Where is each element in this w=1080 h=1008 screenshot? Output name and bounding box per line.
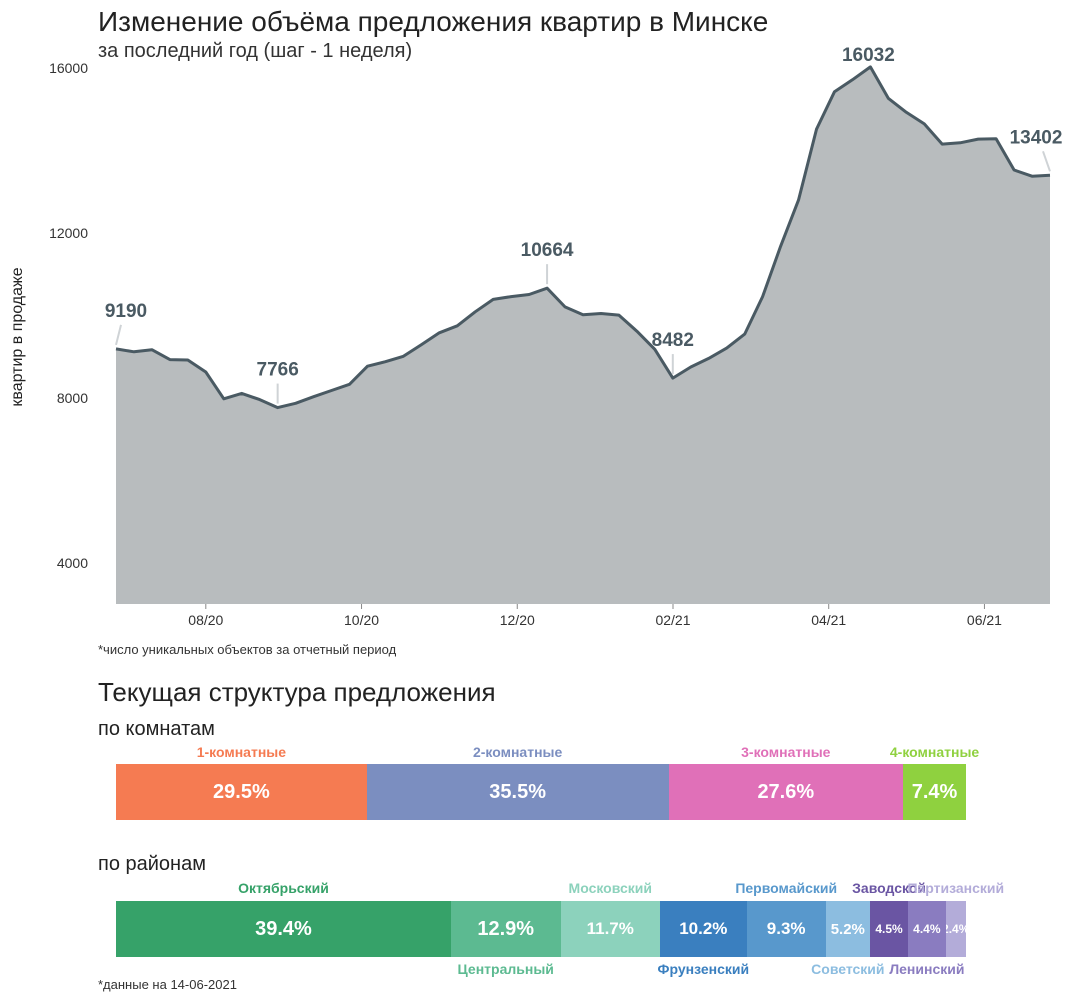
x-tick-label: 12/20 — [500, 612, 535, 628]
x-tick-label: 06/21 — [967, 612, 1002, 628]
y-tick-label: 4000 — [57, 555, 88, 571]
y-tick-label: 12000 — [49, 225, 88, 241]
segment-category-label: Московский — [568, 880, 652, 896]
annotation-label: 13402 — [1010, 127, 1063, 148]
x-tick-label: 02/21 — [655, 612, 690, 628]
bar-segment: 4.4% — [908, 901, 946, 957]
segment-category-label: 2-комнатные — [472, 744, 563, 760]
bar-segment: 7.4% — [903, 764, 966, 820]
segment-category-label: Заводской — [852, 880, 926, 896]
x-tick-label: 10/20 — [344, 612, 379, 628]
bar-segment: 4.5% — [869, 901, 909, 957]
bar-segment: 12.9% — [450, 901, 561, 957]
bar-segment: 29.5% — [116, 764, 367, 820]
bar-segment: 2.4% — [945, 901, 966, 957]
area-chart: 4000 8000 12000 16000 08/20 10/20 12/20 02/21 04… — [9, 45, 1063, 628]
bar-segment: 9.3% — [746, 901, 826, 957]
segment-category-label: Советский — [811, 961, 885, 977]
districts-subtitle: по районам — [98, 853, 206, 875]
segment-category-label: 3-комнатные — [741, 744, 831, 760]
bar-segment: 11.7% — [560, 901, 660, 957]
bar-segment: 35.5% — [366, 764, 669, 820]
annotation-leader — [1042, 150, 1051, 172]
segment-category-label: Первомайский — [735, 880, 838, 896]
section-title: Текущая структура предложения — [98, 677, 496, 707]
y-tick-label: 16000 — [49, 60, 88, 76]
segment-category-label: 1-комнатные — [196, 744, 287, 760]
annotation-label: 7766 — [257, 360, 299, 381]
bar-segment: 27.6% — [668, 764, 904, 820]
rooms-subtitle: по комнатам — [98, 718, 215, 740]
bar-segment: 39.4% — [116, 901, 451, 957]
segment-category-label: Центральный — [457, 961, 554, 977]
bar-segment: 10.2% — [659, 901, 747, 957]
chart-title: Изменение объёма предложения квартир в М… — [98, 6, 769, 37]
area-fill — [116, 66, 1050, 604]
segment-category-label: Ленинский — [889, 961, 965, 977]
annotation-leader — [115, 324, 122, 346]
bar-segment: 5.2% — [825, 901, 870, 957]
chart-subtitle: за последний год (шаг - 1 неделя) — [98, 40, 413, 62]
segment-category-label: Фрунзенский — [657, 961, 750, 977]
annotation-label: 16032 — [842, 45, 895, 66]
chart-footnote: *число уникальных объектов за отчетный п… — [98, 642, 397, 657]
segment-category-label: Партизанский — [907, 880, 1005, 896]
districts-stacked-bar: 39.4%12.9%11.7%10.2%9.3%5.2%4.5%4.4%2.4% — [116, 901, 966, 957]
series-line — [115, 65, 1051, 410]
annotation-label: 10664 — [521, 240, 574, 261]
rooms-stacked-bar: 29.5% 35.5% 27.6% 7.4% — [116, 764, 966, 820]
annotation-label: 8482 — [652, 330, 694, 351]
segment-category-label: Октябрьский — [238, 880, 329, 896]
y-tick-label: 8000 — [57, 390, 88, 406]
annotation-label: 9190 — [105, 301, 147, 322]
segment-category-label: 4-комнатные — [889, 744, 980, 760]
x-tick-label: 08/20 — [188, 612, 223, 628]
data-date-footnote: *данные на 14-06-2021 — [98, 977, 237, 992]
y-axis-label: квартир в продаже — [9, 267, 26, 406]
x-tick-label: 04/21 — [811, 612, 846, 628]
